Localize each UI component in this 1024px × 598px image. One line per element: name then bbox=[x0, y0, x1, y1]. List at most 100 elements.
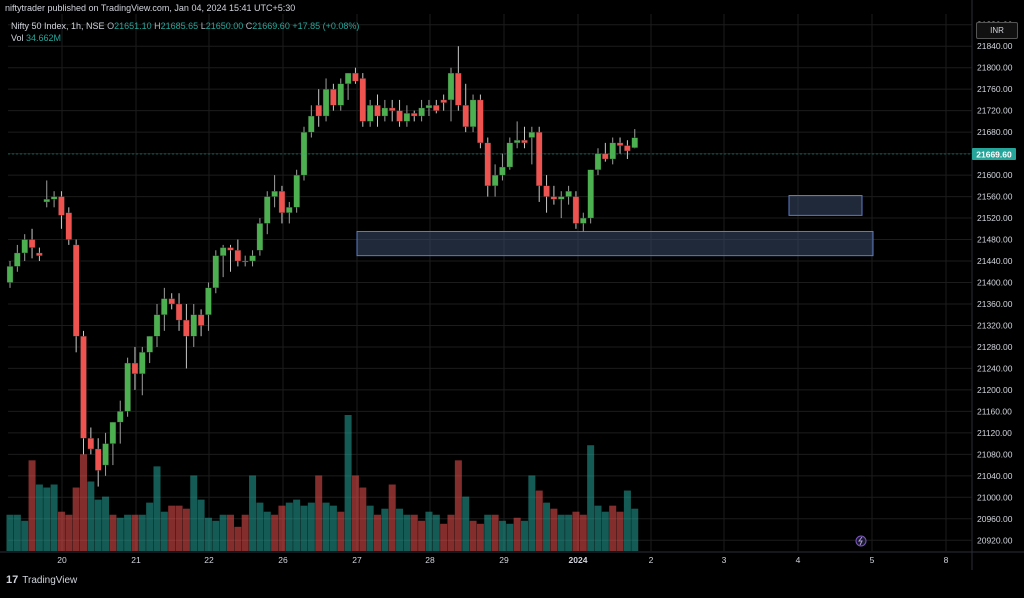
candle-body[interactable] bbox=[58, 196, 65, 216]
candle-body[interactable] bbox=[514, 140, 521, 144]
candle-body[interactable] bbox=[80, 336, 87, 439]
candle-body[interactable] bbox=[558, 196, 565, 200]
candle-body[interactable] bbox=[572, 196, 580, 224]
candle-body[interactable] bbox=[109, 421, 117, 444]
candle-body[interactable] bbox=[168, 298, 175, 305]
candle-body[interactable] bbox=[602, 153, 609, 160]
candle-body[interactable] bbox=[403, 113, 411, 122]
candle-body[interactable] bbox=[462, 105, 469, 127]
candle-body[interactable] bbox=[95, 448, 102, 471]
candle-body[interactable] bbox=[344, 72, 352, 84]
candle-body[interactable] bbox=[352, 72, 359, 82]
candle-body[interactable] bbox=[521, 140, 528, 144]
candle-body[interactable] bbox=[587, 169, 594, 219]
candle-body[interactable] bbox=[308, 115, 315, 133]
candle-body[interactable] bbox=[65, 212, 72, 240]
price-tick-label: 21200.00 bbox=[977, 385, 1013, 395]
candle-body[interactable] bbox=[36, 252, 43, 256]
candle-body[interactable] bbox=[374, 105, 381, 117]
candle-body[interactable] bbox=[197, 314, 205, 326]
candle-body[interactable] bbox=[139, 352, 146, 374]
candle-body[interactable] bbox=[506, 142, 513, 168]
candle-body[interactable] bbox=[242, 260, 249, 263]
candle-body[interactable] bbox=[624, 145, 631, 152]
volume-bar bbox=[293, 499, 301, 551]
candle-body[interactable] bbox=[271, 191, 278, 197]
candle-body[interactable] bbox=[396, 110, 403, 122]
candle-body[interactable] bbox=[315, 105, 322, 117]
currency-button[interactable]: INR bbox=[976, 22, 1018, 39]
candle-body[interactable] bbox=[565, 191, 572, 197]
candle-body[interactable] bbox=[161, 298, 168, 315]
candle-body[interactable] bbox=[43, 199, 50, 203]
candle-body[interactable] bbox=[219, 247, 227, 256]
candle-body[interactable] bbox=[50, 196, 58, 200]
candle-body[interactable] bbox=[102, 443, 109, 466]
candle-body[interactable] bbox=[484, 142, 491, 186]
close-key: C bbox=[245, 21, 253, 31]
candle-body[interactable] bbox=[256, 223, 264, 251]
candle-body[interactable] bbox=[425, 105, 433, 109]
candle-body[interactable] bbox=[175, 303, 183, 321]
symbol-label[interactable]: Nifty 50 Index, 1h, NSE bbox=[11, 21, 105, 31]
candle-body[interactable] bbox=[73, 244, 80, 337]
candle-body[interactable] bbox=[418, 107, 425, 117]
candle-body[interactable] bbox=[447, 72, 455, 101]
candle-body[interactable] bbox=[580, 217, 587, 224]
candle-body[interactable] bbox=[536, 131, 543, 186]
candle-body[interactable] bbox=[227, 247, 234, 251]
candle-body[interactable] bbox=[124, 362, 131, 412]
candle-body[interactable] bbox=[389, 107, 396, 111]
candle-body[interactable] bbox=[322, 89, 330, 117]
candle-body[interactable] bbox=[146, 336, 153, 353]
candle-body[interactable] bbox=[440, 99, 447, 103]
candle-body[interactable] bbox=[366, 105, 374, 122]
candle-body[interactable] bbox=[411, 113, 418, 117]
candle-body[interactable] bbox=[264, 196, 271, 224]
candle-body[interactable] bbox=[381, 107, 389, 117]
candle-body[interactable] bbox=[249, 255, 256, 262]
indicator-icon[interactable] bbox=[855, 535, 867, 547]
candle-body[interactable] bbox=[543, 185, 550, 197]
tradingview-branding[interactable]: 17 TradingView bbox=[6, 574, 77, 586]
candle-body[interactable] bbox=[153, 314, 161, 337]
candle-body[interactable] bbox=[117, 411, 124, 423]
candle-body[interactable] bbox=[631, 137, 638, 148]
candle-body[interactable] bbox=[337, 83, 344, 106]
candle-body[interactable] bbox=[300, 131, 308, 176]
candle-body[interactable] bbox=[6, 266, 14, 283]
support-zone[interactable] bbox=[356, 230, 874, 257]
candle-body[interactable] bbox=[131, 362, 139, 374]
candle-body[interactable] bbox=[21, 239, 28, 254]
candle-body[interactable] bbox=[212, 255, 219, 289]
candle-body[interactable] bbox=[609, 142, 616, 160]
candle-body[interactable] bbox=[205, 287, 212, 315]
candle-body[interactable] bbox=[87, 438, 94, 450]
volume-bar bbox=[447, 514, 455, 551]
candle-body[interactable] bbox=[616, 142, 624, 146]
candle-body[interactable] bbox=[491, 174, 499, 186]
candle-body[interactable] bbox=[286, 207, 293, 213]
zones bbox=[356, 195, 874, 257]
candle-body[interactable] bbox=[183, 319, 190, 337]
candle-body[interactable] bbox=[330, 89, 337, 106]
candle-body[interactable] bbox=[28, 239, 36, 248]
candle-body[interactable] bbox=[190, 314, 197, 337]
candle-body[interactable] bbox=[594, 153, 602, 170]
candle-body[interactable] bbox=[528, 131, 535, 138]
candle-body[interactable] bbox=[359, 78, 366, 122]
candle-body[interactable] bbox=[14, 252, 21, 267]
volume-key: Vol bbox=[11, 33, 24, 43]
candle-body[interactable] bbox=[293, 174, 300, 208]
candle-body[interactable] bbox=[469, 99, 477, 127]
support-zone[interactable] bbox=[788, 195, 863, 216]
volume-bar bbox=[13, 514, 21, 551]
candle-body[interactable] bbox=[234, 250, 242, 262]
candle-body[interactable] bbox=[550, 196, 558, 200]
candle-body[interactable] bbox=[499, 166, 506, 176]
candle-body[interactable] bbox=[278, 191, 286, 213]
candle-body[interactable] bbox=[455, 72, 462, 106]
candle-body[interactable] bbox=[477, 99, 484, 144]
candle-body[interactable] bbox=[433, 105, 440, 111]
